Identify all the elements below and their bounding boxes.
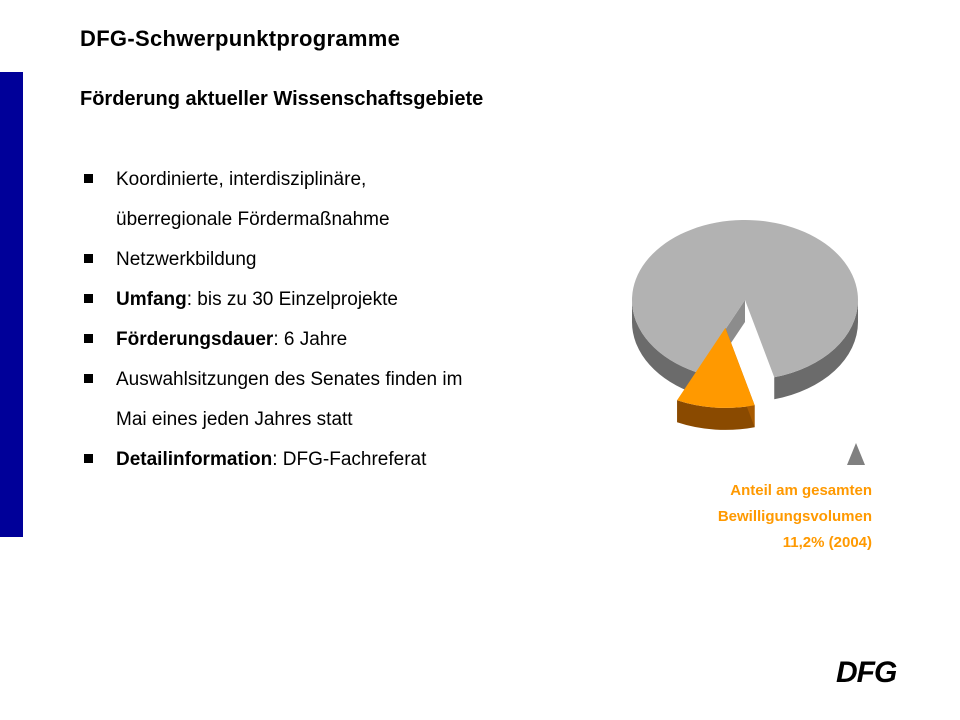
pie-chart	[620, 210, 900, 440]
chart-caption: Anteil am gesamten Bewilligungsvolumen 1…	[718, 478, 872, 556]
bullet-text: : DFG-Fachreferat	[272, 449, 427, 470]
bullet-item: Umfang: bis zu 30 Einzelprojekte	[80, 280, 580, 320]
triangle-up-icon	[847, 443, 865, 465]
bullet-item: Förderungsdauer: 6 Jahre	[80, 320, 580, 360]
square-bullet-icon	[84, 174, 93, 183]
page-subtitle: Förderung aktueller Wissenschaftsgebiete	[80, 88, 484, 110]
page-title: DFG-Schwerpunktprogramme	[80, 26, 401, 51]
bullet-item: Netzwerkbildung	[80, 240, 580, 280]
bullet-item: Koordinierte, interdisziplinäre,	[80, 160, 580, 200]
square-bullet-icon	[84, 454, 93, 463]
bullet-continuation: Mai eines jeden Jahres statt	[80, 400, 580, 440]
bullet-item: Auswahlsitzungen des Senates finden im	[80, 360, 580, 400]
bullet-text: Koordinierte, interdisziplinäre,	[116, 169, 367, 190]
bullet-text: Netzwerkbildung	[116, 249, 257, 270]
square-bullet-icon	[84, 294, 93, 303]
caption-line: 11,2% (2004)	[782, 534, 872, 551]
pie-slice-highlight	[677, 327, 755, 408]
dfg-logo: DFG	[836, 656, 897, 689]
bullet-text: : bis zu 30 Einzelprojekte	[186, 289, 398, 310]
bullet-item: Detailinformation: DFG-Fachreferat	[80, 440, 580, 480]
square-bullet-icon	[84, 254, 93, 263]
square-bullet-icon	[84, 374, 93, 383]
pie-slice-main	[632, 220, 858, 378]
bullet-text: Mai eines jeden Jahres statt	[116, 409, 353, 430]
bullet-text: Auswahlsitzungen des Senates finden im	[116, 369, 463, 390]
caption-line: Bewilligungsvolumen	[717, 508, 872, 525]
caption-line: Anteil am gesamten	[730, 482, 872, 499]
pie-slice-main-side	[774, 300, 858, 400]
bullet-bold: Detailinformation	[116, 449, 273, 470]
pie-chart-svg	[632, 220, 858, 430]
pie-slice-main-side	[632, 300, 697, 395]
bullet-bold: Umfang	[116, 289, 187, 310]
bullet-text: überregionale Fördermaßnahme	[116, 209, 390, 230]
bullet-text: : 6 Jahre	[273, 329, 348, 350]
pie-slice-highlight-side	[677, 400, 755, 430]
bullet-bold: Förderungsdauer	[116, 329, 274, 350]
bullet-continuation: überregionale Fördermaßnahme	[80, 200, 580, 240]
square-bullet-icon	[84, 334, 93, 343]
bullet-list: Koordinierte, interdisziplinäre, überreg…	[80, 160, 580, 480]
accent-bar	[0, 72, 23, 537]
